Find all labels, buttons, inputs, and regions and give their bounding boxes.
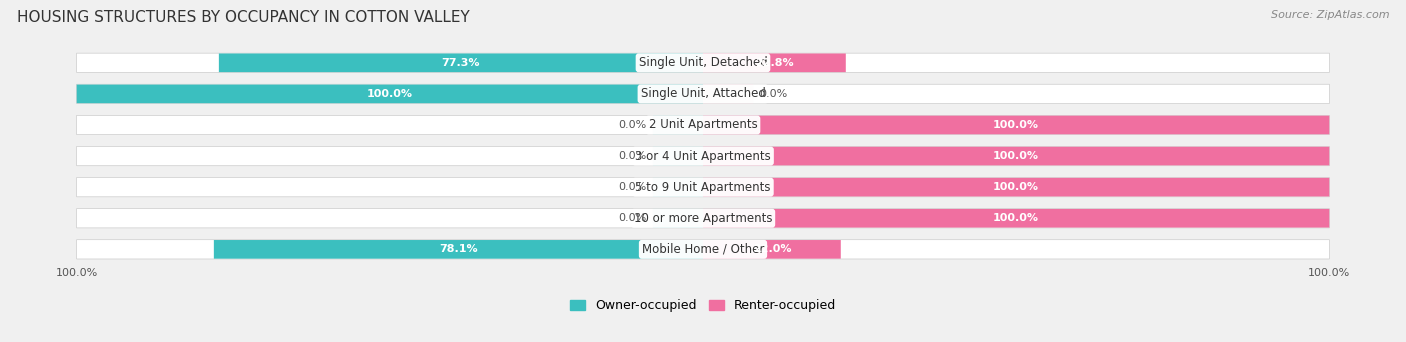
- Text: 0.0%: 0.0%: [619, 213, 647, 223]
- Text: 100.0%: 100.0%: [1308, 268, 1350, 278]
- Text: Single Unit, Attached: Single Unit, Attached: [641, 88, 765, 101]
- Text: Mobile Home / Other: Mobile Home / Other: [641, 243, 765, 256]
- FancyBboxPatch shape: [703, 116, 1329, 134]
- Text: 22.0%: 22.0%: [752, 244, 792, 254]
- FancyBboxPatch shape: [77, 53, 1329, 73]
- Text: 78.1%: 78.1%: [439, 244, 478, 254]
- Text: HOUSING STRUCTURES BY OCCUPANCY IN COTTON VALLEY: HOUSING STRUCTURES BY OCCUPANCY IN COTTO…: [17, 10, 470, 25]
- FancyBboxPatch shape: [703, 178, 1329, 197]
- FancyBboxPatch shape: [703, 147, 1329, 166]
- Text: 22.8%: 22.8%: [755, 58, 794, 68]
- Text: 0.0%: 0.0%: [619, 120, 647, 130]
- FancyBboxPatch shape: [652, 116, 703, 134]
- FancyBboxPatch shape: [652, 178, 703, 197]
- Text: 100.0%: 100.0%: [993, 213, 1039, 223]
- Text: 0.0%: 0.0%: [759, 89, 787, 99]
- Text: 100.0%: 100.0%: [993, 151, 1039, 161]
- Text: 10 or more Apartments: 10 or more Apartments: [634, 212, 772, 225]
- FancyBboxPatch shape: [77, 146, 1329, 166]
- Legend: Owner-occupied, Renter-occupied: Owner-occupied, Renter-occupied: [565, 294, 841, 317]
- Text: 77.3%: 77.3%: [441, 58, 481, 68]
- FancyBboxPatch shape: [77, 240, 1329, 259]
- FancyBboxPatch shape: [703, 84, 754, 103]
- FancyBboxPatch shape: [703, 209, 1329, 227]
- FancyBboxPatch shape: [703, 240, 841, 259]
- FancyBboxPatch shape: [214, 240, 703, 259]
- FancyBboxPatch shape: [77, 177, 1329, 197]
- FancyBboxPatch shape: [77, 84, 1329, 104]
- Text: Source: ZipAtlas.com: Source: ZipAtlas.com: [1271, 10, 1389, 20]
- FancyBboxPatch shape: [77, 84, 703, 103]
- Text: Single Unit, Detached: Single Unit, Detached: [638, 56, 768, 69]
- FancyBboxPatch shape: [77, 209, 1329, 228]
- Text: 0.0%: 0.0%: [619, 182, 647, 192]
- FancyBboxPatch shape: [219, 53, 703, 72]
- Text: 100.0%: 100.0%: [56, 268, 98, 278]
- Text: 100.0%: 100.0%: [993, 182, 1039, 192]
- FancyBboxPatch shape: [703, 53, 846, 72]
- Text: 100.0%: 100.0%: [993, 120, 1039, 130]
- FancyBboxPatch shape: [652, 147, 703, 166]
- Text: 2 Unit Apartments: 2 Unit Apartments: [648, 118, 758, 131]
- FancyBboxPatch shape: [652, 209, 703, 227]
- FancyBboxPatch shape: [77, 115, 1329, 135]
- Text: 0.0%: 0.0%: [619, 151, 647, 161]
- Text: 5 to 9 Unit Apartments: 5 to 9 Unit Apartments: [636, 181, 770, 194]
- Text: 3 or 4 Unit Apartments: 3 or 4 Unit Apartments: [636, 149, 770, 162]
- Text: 100.0%: 100.0%: [367, 89, 413, 99]
